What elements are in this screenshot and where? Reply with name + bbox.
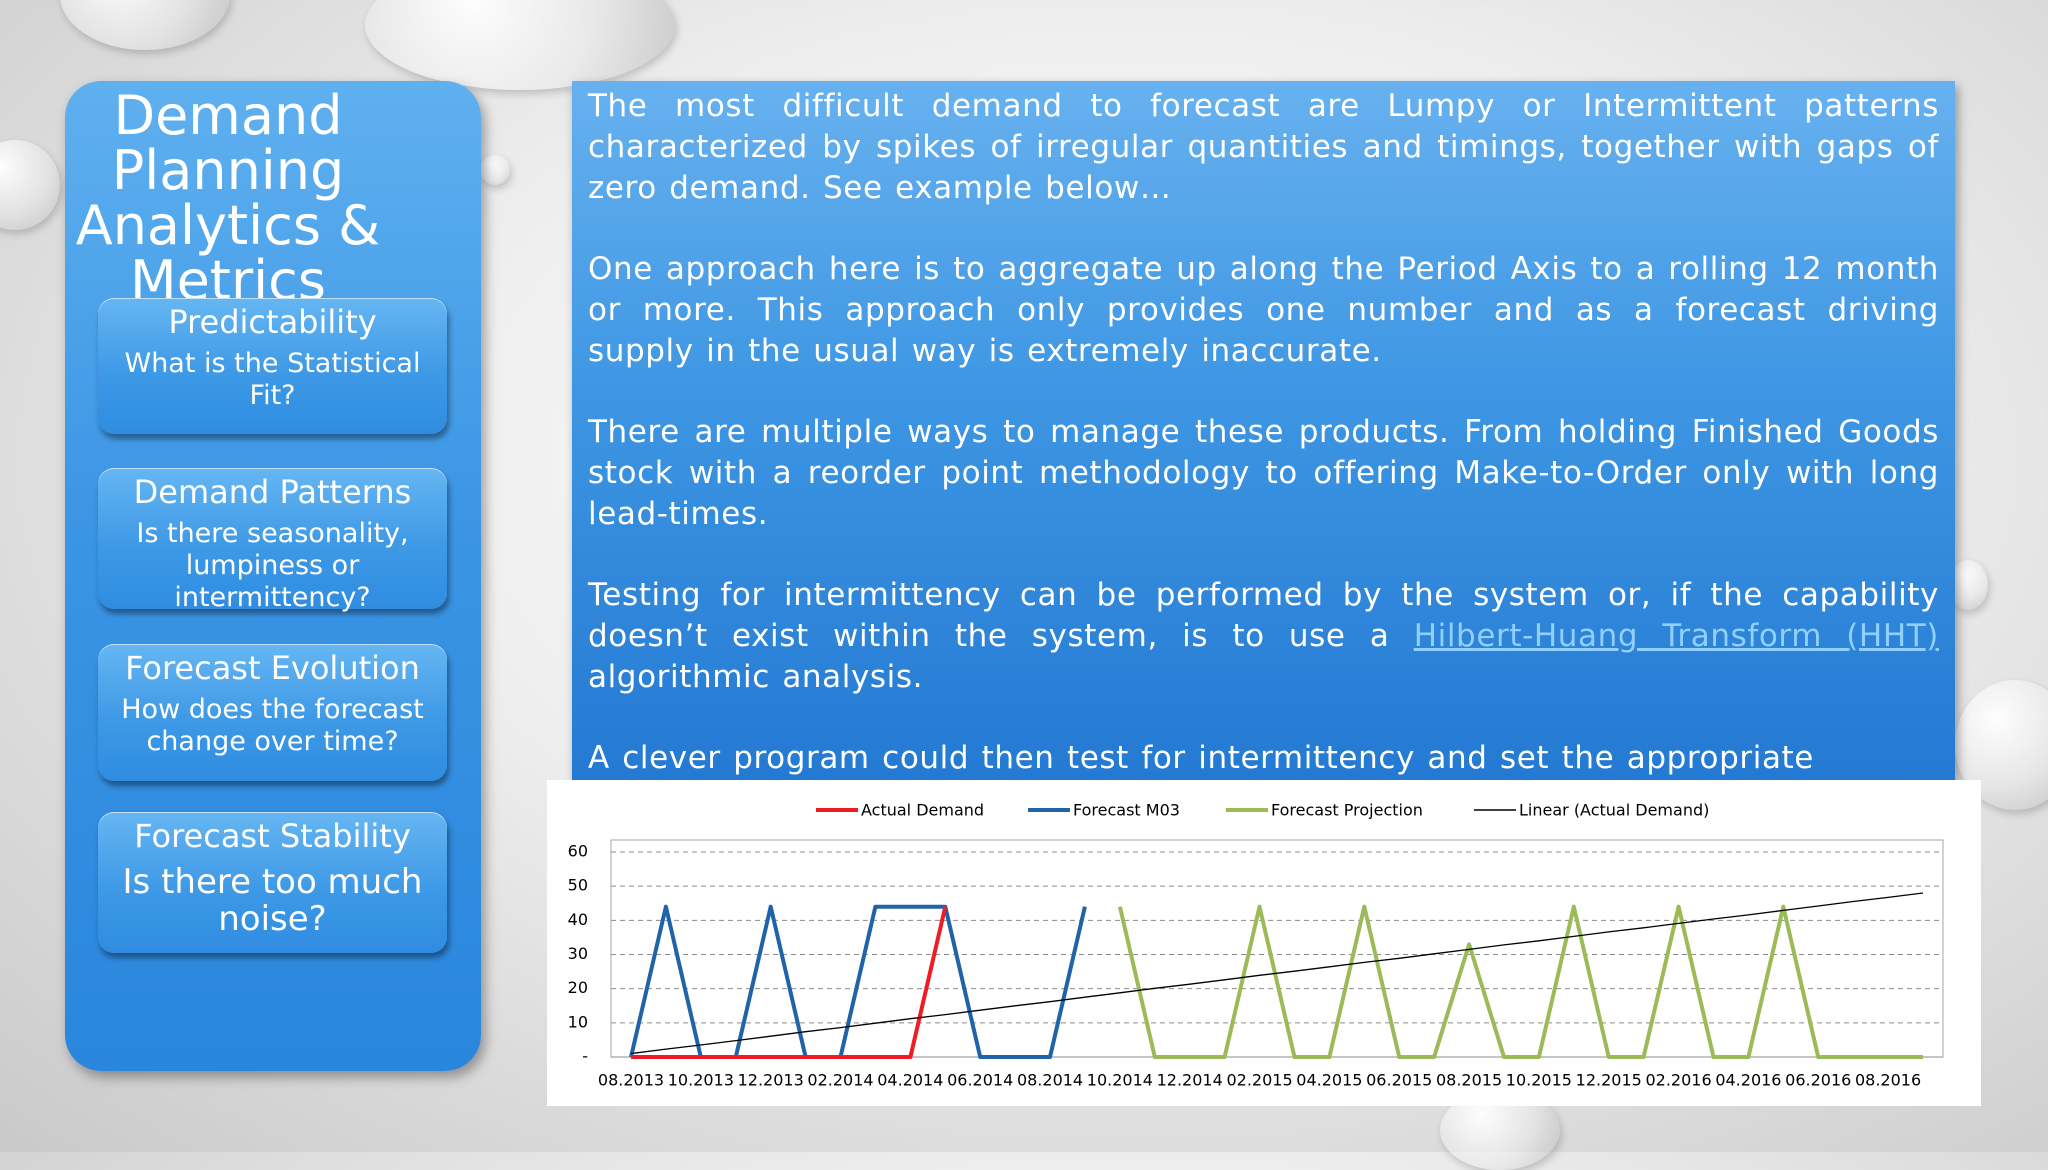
card-body: Is there too much noise? [122, 862, 423, 939]
y-tick-label: 20 [568, 978, 588, 997]
card-heading: Demand Patterns [133, 473, 412, 511]
x-tick-label: 10.2015 [1506, 1071, 1572, 1090]
legend-label: Forecast Projection [1271, 801, 1423, 820]
text-panel: The most difficult demand to forecast ar… [572, 81, 1955, 781]
card-heading: Forecast Evolution [125, 649, 420, 687]
x-tick-label: 04.2014 [877, 1071, 943, 1090]
bubble [365, 0, 675, 90]
chart-container: -10 20 30 40 50 60 08.2013 10.2013 12.2013 02.201… [547, 780, 1981, 1106]
x-tick-label: 08.2013 [598, 1071, 664, 1090]
y-tick-label: 50 [568, 876, 588, 895]
y-tick-label: 30 [568, 944, 588, 963]
bubble [60, 0, 230, 50]
card-body: What is the Statistical Fit? [124, 348, 421, 411]
x-tick-label: 08.2014 [1017, 1071, 1083, 1090]
paragraph-text: algorithmic analysis. [588, 659, 924, 695]
card[interactable]: Predictability What is the Statistical F… [98, 298, 447, 434]
series-line [630, 892, 1924, 1055]
paragraph: There are multiple ways to manage these … [588, 414, 1939, 532]
card-body: How does the forecast change over time? [121, 694, 424, 757]
card-body: Is there seasonality, lumpiness or inter… [136, 518, 409, 613]
bubble [480, 155, 510, 185]
x-tick-label: 06.2014 [947, 1071, 1013, 1090]
paragraph-text: Testing for intermittency can be perform… [588, 577, 1939, 654]
paragraph: One approach here is to aggregate up alo… [588, 251, 1939, 369]
link[interactable]: Hilbert-Huang Transform (HHT) [1413, 618, 1939, 654]
sidebar-title: Demand Planning Analytics & Metrics [75, 84, 381, 312]
legend-label: Actual Demand [861, 801, 984, 820]
plot-frame [610, 839, 1944, 1058]
y-tick-label: - [582, 1047, 588, 1066]
paragraph: A clever program could then test for int… [588, 740, 1814, 776]
x-tick-label: 12.2015 [1576, 1071, 1642, 1090]
x-tick-label: 12.2014 [1157, 1071, 1223, 1090]
legend-label: Forecast M03 [1073, 801, 1180, 820]
x-tick-label: 02.2014 [807, 1071, 873, 1090]
series-line [631, 906, 948, 1059]
legend-label: Linear (Actual Demand) [1519, 801, 1709, 820]
x-tick-label: 10.2013 [668, 1071, 734, 1090]
card[interactable]: Forecast Evolution How does the forecast… [98, 644, 447, 781]
x-tick-label: 02.2015 [1226, 1071, 1292, 1090]
card[interactable]: Forecast Stability Is there too much noi… [98, 812, 447, 953]
x-tick-label: 08.2015 [1436, 1071, 1502, 1090]
y-tick-label: 10 [568, 1012, 588, 1031]
card-heading: Forecast Stability [134, 817, 411, 855]
x-tick-label: 12.2013 [738, 1071, 804, 1090]
card-heading: Predictability [168, 303, 377, 341]
paragraph: Testing for intermittency can be perform… [588, 575, 1939, 698]
y-tick-label: 60 [568, 842, 588, 861]
series-line [629, 904, 1087, 1059]
card[interactable]: Demand Patterns Is there seasonality, lu… [98, 468, 447, 613]
x-tick-label: 06.2015 [1366, 1071, 1432, 1090]
x-tick-label: 02.2016 [1645, 1071, 1711, 1090]
x-tick-label: 10.2014 [1087, 1071, 1153, 1090]
y-tick-label: 40 [568, 910, 588, 929]
x-tick-label: 04.2015 [1296, 1071, 1362, 1090]
x-tick-label: 04.2016 [1715, 1071, 1781, 1090]
x-tick-label: 06.2016 [1785, 1071, 1851, 1090]
x-tick-label: 08.2016 [1855, 1071, 1921, 1090]
paragraph: The most difficult demand to forecast ar… [588, 88, 1939, 206]
series-line [1117, 904, 1923, 1059]
